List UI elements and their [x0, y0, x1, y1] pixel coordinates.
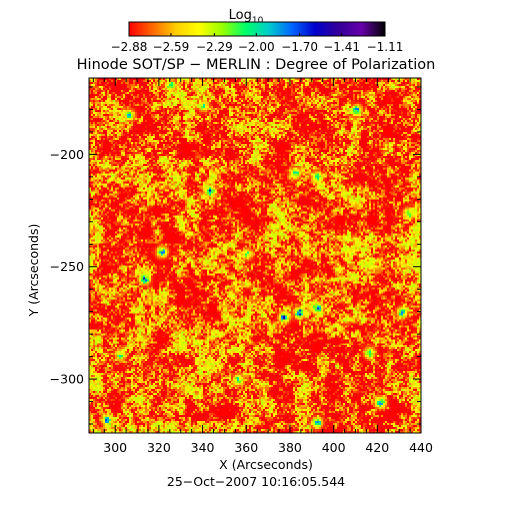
x-tick-label: 380: [278, 440, 302, 455]
colorbar-tick-label: −1.11: [367, 40, 404, 54]
colorbar-strip: [128, 21, 386, 37]
colorbar-tick-label: −1.70: [281, 40, 318, 54]
colorbar-tick-label: −1.41: [323, 40, 360, 54]
x-tick-label: 300: [103, 440, 127, 455]
x-tick-label: 360: [234, 440, 258, 455]
x-tick-label: 420: [365, 440, 389, 455]
chart-title: Hinode SOT/SP − MERLIN : Degree of Polar…: [77, 57, 436, 73]
plot-frame: [88, 77, 422, 434]
x-axis: 300 320 340 360 380 400 420 440: [92, 78, 433, 455]
colorbar-tick-label: −2.59: [153, 40, 190, 54]
colorbar-tick-label: −2.88: [111, 40, 148, 54]
x-tick-label: 400: [322, 440, 346, 455]
colorbar-tick-label: −2.00: [238, 40, 275, 54]
x-tick-label: 440: [409, 440, 433, 455]
heatmap-plot: 300 320 340 360 380 400 420 440 −200 −250 −300: [50, 77, 433, 455]
colorbar-ticks: −2.88 −2.59 −2.29 −2.00 −1.70 −1.41 −1.11: [111, 33, 404, 54]
heatmap-image: [89, 78, 421, 433]
y-tick-label: −300: [50, 372, 84, 387]
colorbar: Log10 −2.88 −2.59 −2.29 −2.00 −1.70 −1.41 −1.1…: [111, 8, 404, 54]
y-tick-label: −250: [50, 259, 84, 274]
y-tick-label: −200: [50, 147, 84, 162]
timestamp: 25−Oct−2007 10:16:05.544: [167, 474, 345, 489]
x-tick-label: 340: [191, 440, 215, 455]
colorbar-tick-label: −2.29: [196, 40, 233, 54]
y-axis: −200 −250 −300: [50, 86, 421, 425]
x-axis-label: X (Arcseconds): [219, 457, 313, 472]
y-axis-label: Y (Arcseconds): [26, 224, 41, 318]
x-tick-label: 320: [147, 440, 171, 455]
colorbar-title: Log10: [229, 8, 264, 26]
